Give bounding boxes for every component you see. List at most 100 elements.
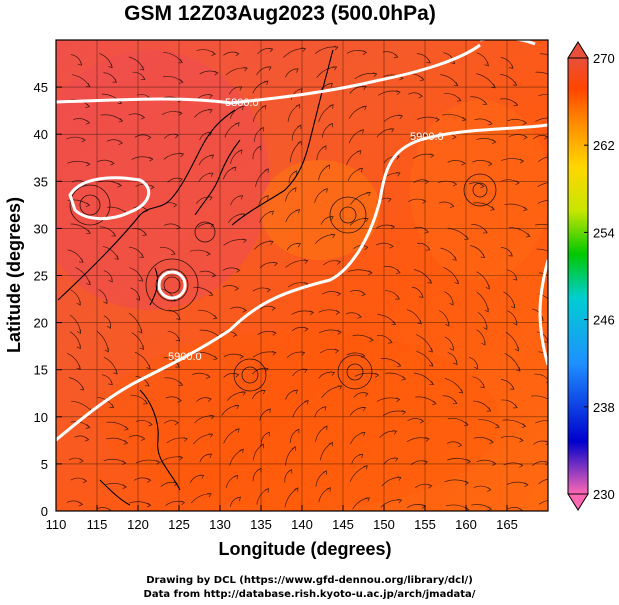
- streamline-arrowhead: [269, 240, 274, 245]
- streamline: [292, 400, 309, 418]
- streamline-arrowhead: [81, 137, 86, 143]
- streamline-arrowhead: [302, 368, 308, 373]
- streamline-arrowhead: [179, 152, 185, 158]
- streamline-arrowhead: [304, 326, 309, 332]
- streamline-arrowhead: [82, 478, 88, 484]
- streamline-arrowhead: [397, 498, 403, 504]
- streamline-arrowhead: [544, 338, 548, 343]
- streamline-arrowhead: [512, 276, 518, 281]
- streamline-arrowhead: [425, 246, 431, 251]
- streamline: [536, 248, 548, 252]
- contour-5800: [56, 43, 481, 105]
- streamline-arrowhead: [395, 295, 400, 300]
- streamline-arrowhead: [292, 187, 297, 192]
- streamline-arrowhead: [483, 325, 488, 331]
- streamline-arrowhead: [522, 120, 528, 126]
- streamline-arrowhead: [297, 140, 302, 146]
- streamline: [535, 420, 548, 424]
- chart-title: GSM 12Z03Aug2023 (500.0hPa): [124, 2, 436, 25]
- streamline-arrowhead: [233, 474, 239, 480]
- streamline-arrowhead: [298, 88, 303, 93]
- streamline: [538, 156, 548, 162]
- streamline-arrowhead: [146, 364, 151, 370]
- streamline: [413, 372, 434, 385]
- streamline-arrowhead: [513, 320, 518, 326]
- streamline-arrowhead: [147, 135, 152, 140]
- streamline-arrowhead: [232, 332, 238, 337]
- streamline-arrowhead: [419, 418, 425, 424]
- streamline-arrowhead: [429, 153, 435, 158]
- streamline-arrowhead: [328, 82, 333, 88]
- streamline: [538, 272, 548, 277]
- streamline-arrowhead: [296, 242, 302, 248]
- streamline-arrowhead: [108, 380, 113, 386]
- vortices: [69, 173, 497, 392]
- coast-korea: [194, 139, 241, 216]
- streamline-arrowhead: [239, 354, 244, 359]
- streamline-arrowhead: [178, 79, 184, 84]
- x-axis: 110 115 120 125 130 135 140 145 150 155 160 165: [46, 505, 518, 532]
- y-tick-label: 0: [41, 504, 48, 519]
- streamline-arrowhead: [488, 120, 493, 126]
- streamline-arrowhead: [109, 403, 115, 408]
- streamline: [97, 507, 112, 511]
- streamline-arrowhead: [236, 267, 241, 273]
- streamline-arrowhead: [544, 460, 548, 466]
- streamline-arrowhead: [418, 293, 424, 298]
- streamline-arrowhead: [171, 250, 176, 255]
- streamline-arrowhead: [146, 477, 152, 483]
- streamline-arrowhead: [323, 425, 328, 431]
- streamline-arrowhead: [365, 497, 370, 502]
- streamline-arrowhead: [156, 459, 161, 465]
- streamline-arrowhead: [85, 424, 91, 429]
- streamline-arrowhead: [333, 45, 339, 51]
- streamline: [98, 180, 122, 186]
- streamline-arrowhead: [235, 122, 240, 127]
- streamline-arrowhead: [238, 195, 244, 200]
- contour-closed-west: [68, 176, 151, 220]
- streamline-arrowhead: [261, 104, 267, 110]
- streamline: [538, 93, 548, 97]
- streamline-arrowhead: [211, 51, 216, 56]
- streamline-arrowhead: [291, 446, 296, 451]
- streamline-arrowhead: [110, 160, 115, 166]
- streamline-arrowhead: [209, 154, 215, 159]
- streamline-arrowhead: [146, 502, 152, 508]
- streamline-arrowhead: [304, 399, 309, 405]
- x-tick-label: 145: [332, 517, 354, 532]
- streamline-arrowhead: [464, 421, 469, 427]
- streamline-arrowhead: [549, 358, 553, 362]
- streamline-arrowhead: [397, 476, 402, 481]
- streamline-arrowhead: [175, 336, 181, 342]
- streamline-arrowhead: [212, 314, 218, 320]
- colorbar-bottom-arrow: [567, 493, 589, 511]
- streamline-arrowhead: [208, 108, 213, 114]
- streamline-arrowhead: [525, 232, 531, 238]
- streamline-arrowhead: [473, 364, 479, 370]
- x-tick-label: 160: [455, 517, 477, 532]
- streamline-arrowhead: [361, 291, 366, 297]
- streamline-arrowhead: [108, 277, 113, 283]
- y-tick-label: 5: [41, 457, 48, 472]
- streamline: [284, 487, 299, 508]
- streamline-arrowhead: [84, 436, 90, 442]
- streamline-arrowhead: [425, 436, 430, 442]
- streamline: [531, 395, 548, 400]
- streamline-arrowhead: [488, 161, 493, 167]
- streamline-arrowhead: [464, 480, 469, 486]
- streamline-arrowhead: [545, 440, 548, 446]
- streamline-arrowhead: [176, 224, 181, 230]
- streamline-arrowhead: [207, 493, 212, 498]
- streamline-arrowhead: [329, 104, 334, 109]
- y-tick-label: 15: [34, 363, 48, 378]
- streamline-arrowhead: [358, 167, 364, 173]
- colorbar-top-arrow: [567, 41, 589, 59]
- streamline-arrowhead: [492, 461, 497, 466]
- streamline-arrowhead: [292, 170, 297, 175]
- streamline-arrowhead: [480, 253, 486, 259]
- streamline: [159, 456, 183, 463]
- streamline-arrowhead: [79, 458, 84, 464]
- streamline-arrowhead: [461, 116, 467, 122]
- streamline-arrowhead: [322, 406, 327, 411]
- streamline-arrowhead: [330, 233, 336, 239]
